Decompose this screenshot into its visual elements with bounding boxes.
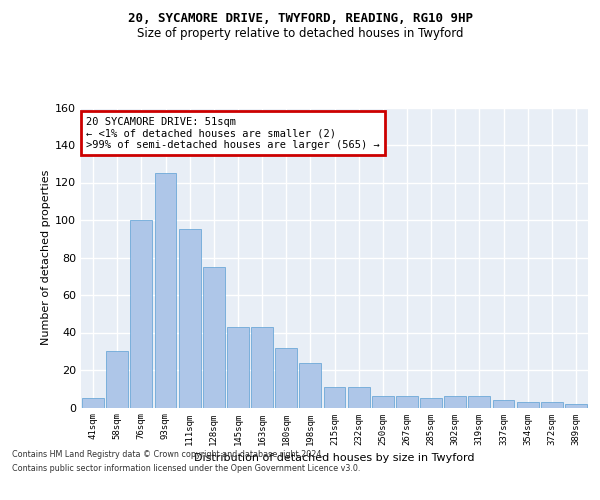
Bar xyxy=(179,230,200,408)
Bar xyxy=(251,327,273,407)
Text: 20, SYCAMORE DRIVE, TWYFORD, READING, RG10 9HP: 20, SYCAMORE DRIVE, TWYFORD, READING, RG… xyxy=(128,12,473,26)
Text: Contains HM Land Registry data © Crown copyright and database right 2024.: Contains HM Land Registry data © Crown c… xyxy=(12,450,324,459)
Bar xyxy=(420,398,442,407)
Bar xyxy=(275,348,297,408)
Bar xyxy=(517,402,539,407)
Bar xyxy=(106,351,128,408)
Bar xyxy=(445,396,466,407)
Bar xyxy=(396,396,418,407)
X-axis label: Distribution of detached houses by size in Twyford: Distribution of detached houses by size … xyxy=(194,453,475,463)
Text: 20 SYCAMORE DRIVE: 51sqm
← <1% of detached houses are smaller (2)
>99% of semi-d: 20 SYCAMORE DRIVE: 51sqm ← <1% of detach… xyxy=(86,116,380,150)
Bar xyxy=(155,173,176,408)
Text: Size of property relative to detached houses in Twyford: Size of property relative to detached ho… xyxy=(137,28,463,40)
Bar xyxy=(82,398,104,407)
Bar xyxy=(565,404,587,407)
Text: Contains public sector information licensed under the Open Government Licence v3: Contains public sector information licen… xyxy=(12,464,361,473)
Bar xyxy=(323,387,346,407)
Bar xyxy=(130,220,152,408)
Bar xyxy=(348,387,370,407)
Bar xyxy=(299,362,321,408)
Bar xyxy=(469,396,490,407)
Bar xyxy=(203,267,224,408)
Bar xyxy=(493,400,514,407)
Bar xyxy=(372,396,394,407)
Bar xyxy=(227,327,249,407)
Y-axis label: Number of detached properties: Number of detached properties xyxy=(41,170,51,345)
Bar xyxy=(541,402,563,407)
